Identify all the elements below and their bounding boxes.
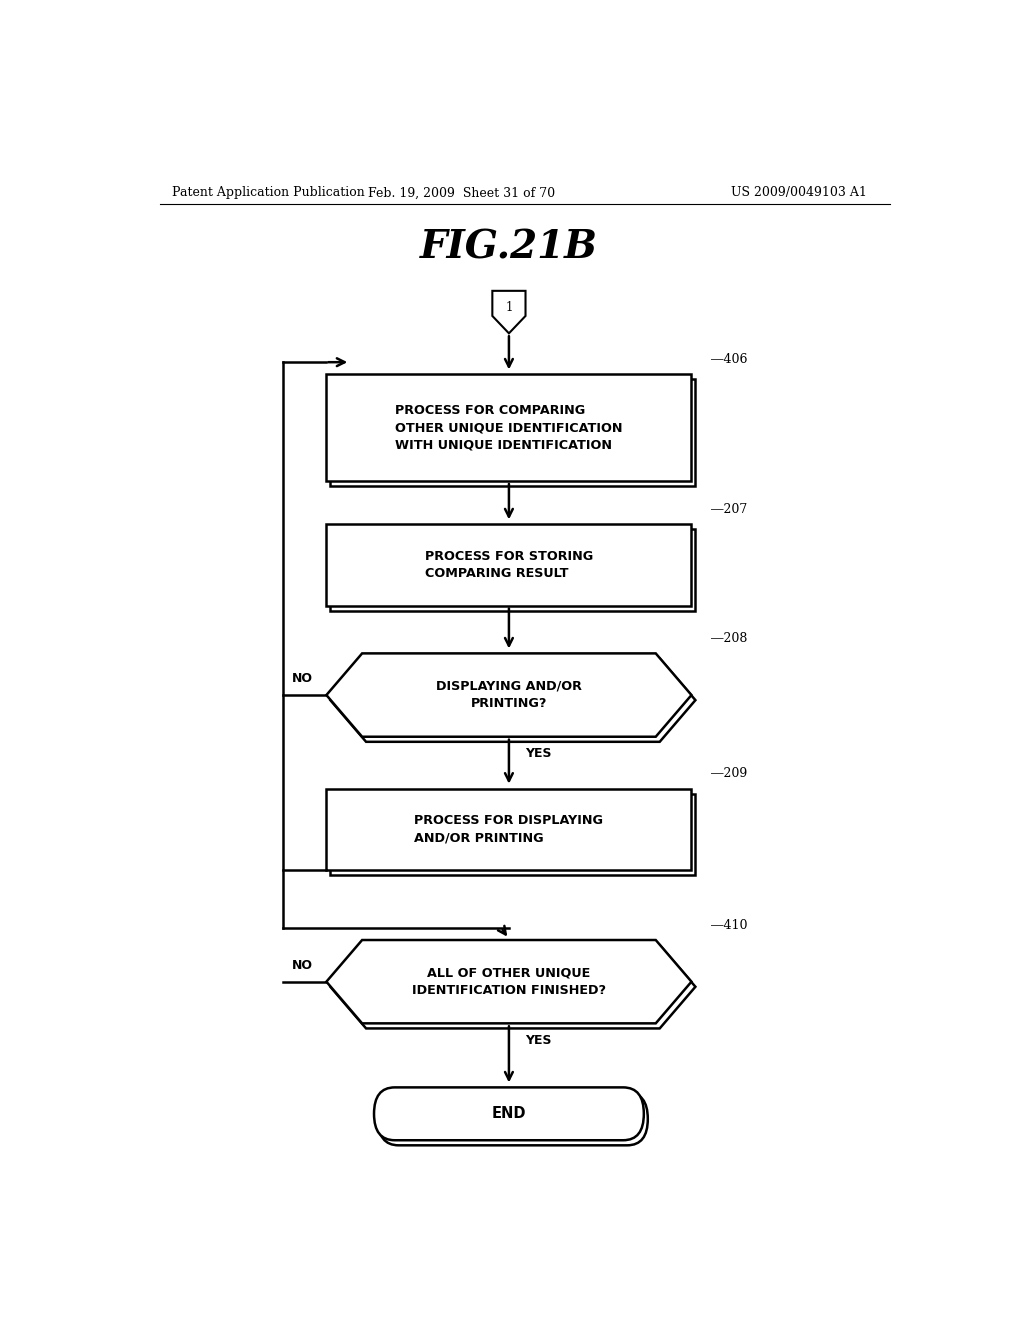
Text: DISPLAYING AND/OR
PRINTING?: DISPLAYING AND/OR PRINTING? [436, 680, 582, 710]
Text: ―209: ―209 [712, 767, 748, 780]
Bar [331, 379, 695, 486]
Text: ―208: ―208 [712, 632, 748, 645]
Text: US 2009/0049103 A1: US 2009/0049103 A1 [731, 186, 867, 199]
Bar [327, 524, 691, 606]
Text: YES: YES [524, 1034, 551, 1047]
Text: FIG.21B: FIG.21B [420, 228, 598, 267]
Text: NO: NO [292, 958, 313, 972]
Bar [327, 375, 691, 480]
Text: ―207: ―207 [712, 503, 748, 516]
Text: ―406: ―406 [712, 354, 748, 366]
FancyBboxPatch shape [374, 1088, 644, 1140]
Polygon shape [493, 290, 525, 334]
Text: Patent Application Publication: Patent Application Publication [172, 186, 365, 199]
Text: ―410: ―410 [712, 919, 748, 932]
Text: PROCESS FOR DISPLAYING
AND/OR PRINTING: PROCESS FOR DISPLAYING AND/OR PRINTING [415, 814, 603, 845]
Bar [331, 793, 695, 875]
Text: NO: NO [292, 672, 313, 685]
Polygon shape [327, 940, 691, 1023]
Text: PROCESS FOR COMPARING
OTHER UNIQUE IDENTIFICATION
WITH UNIQUE IDENTIFICATION: PROCESS FOR COMPARING OTHER UNIQUE IDENT… [395, 404, 623, 451]
Text: YES: YES [524, 747, 551, 760]
Polygon shape [327, 653, 691, 737]
Text: ALL OF OTHER UNIQUE
IDENTIFICATION FINISHED?: ALL OF OTHER UNIQUE IDENTIFICATION FINIS… [412, 966, 606, 997]
Text: PROCESS FOR STORING
COMPARING RESULT: PROCESS FOR STORING COMPARING RESULT [425, 549, 593, 581]
Text: 1: 1 [505, 301, 513, 314]
Text: Feb. 19, 2009  Sheet 31 of 70: Feb. 19, 2009 Sheet 31 of 70 [368, 186, 555, 199]
Text: END: END [492, 1106, 526, 1121]
Bar [331, 529, 695, 611]
Polygon shape [331, 945, 695, 1028]
Polygon shape [331, 659, 695, 742]
FancyBboxPatch shape [378, 1093, 648, 1146]
Bar [327, 788, 691, 870]
